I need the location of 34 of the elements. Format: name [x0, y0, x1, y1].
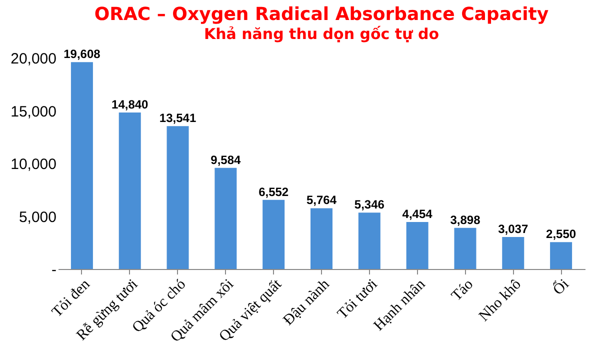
chart-title: ORAC – Oxygen Radical Absorbance Capacity	[94, 4, 549, 26]
bar	[118, 112, 141, 269]
data-label: 5,764	[306, 193, 337, 208]
data-label: 5,346	[354, 198, 385, 212]
bar	[262, 200, 285, 269]
data-label: 14,840	[112, 97, 149, 112]
bar	[70, 62, 93, 269]
y-tick-label: 5,000	[18, 208, 56, 226]
bar	[406, 222, 428, 269]
bar	[454, 228, 476, 269]
data-label: 6,552	[258, 184, 289, 199]
bar	[550, 242, 572, 269]
bar	[502, 236, 524, 269]
data-label: 4,454	[402, 207, 433, 222]
bar	[358, 212, 380, 269]
chart-subtitle: Khả năng thu dọn gốc tự do	[204, 25, 440, 44]
data-label: 9,584	[210, 152, 242, 167]
x-tick-label: Ổi	[549, 275, 572, 298]
y-tick-label: 10,000	[10, 156, 56, 173]
x-tick-label: Đậu nành	[280, 276, 334, 329]
y-tick-label: -	[52, 262, 56, 278]
data-label: 2,550	[546, 227, 576, 242]
bar	[310, 208, 332, 269]
data-label: 13,541	[159, 111, 196, 126]
bar	[214, 168, 237, 269]
data-label: 19,608	[64, 47, 101, 62]
y-tick-label: 20,000	[10, 50, 56, 68]
data-label: 3,898	[450, 212, 481, 227]
y-tick-label: 15,000	[10, 103, 56, 120]
x-tick-label: Táo	[448, 276, 477, 304]
bar	[166, 126, 189, 269]
x-tick-label: Nho khô	[476, 276, 524, 325]
x-tick-label: Tỏi đen	[49, 276, 94, 321]
data-label: 3,037	[498, 222, 528, 236]
